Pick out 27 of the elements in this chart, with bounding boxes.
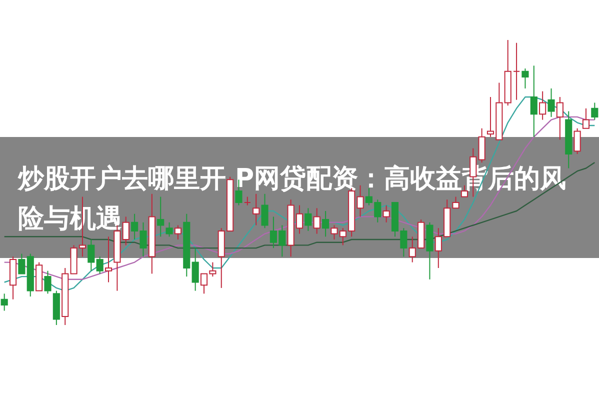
candlestick xyxy=(18,253,26,274)
candlestick xyxy=(166,222,173,238)
candlestick xyxy=(313,208,320,234)
candlestick xyxy=(582,108,590,129)
candlestick xyxy=(252,193,260,226)
candlestick xyxy=(556,96,564,140)
candlestick xyxy=(548,88,555,118)
candlestick xyxy=(44,270,52,294)
candlestick xyxy=(382,204,390,223)
candlestick xyxy=(530,65,538,138)
candlestick xyxy=(478,128,486,164)
candlestick xyxy=(304,208,312,232)
candlestick xyxy=(0,293,8,312)
candlestick xyxy=(157,196,164,238)
candlestick xyxy=(261,193,268,229)
candlestick xyxy=(522,68,529,89)
candlestick xyxy=(591,102,598,120)
candlestick xyxy=(104,236,112,283)
candlestick xyxy=(322,210,330,238)
candlestick xyxy=(88,239,95,272)
candlestick xyxy=(512,42,520,100)
candlestick xyxy=(192,248,199,292)
candlestick xyxy=(574,128,581,154)
candlestick xyxy=(539,90,546,120)
candlestick xyxy=(122,216,130,246)
candlestick xyxy=(174,224,182,240)
candlestick xyxy=(96,256,104,274)
